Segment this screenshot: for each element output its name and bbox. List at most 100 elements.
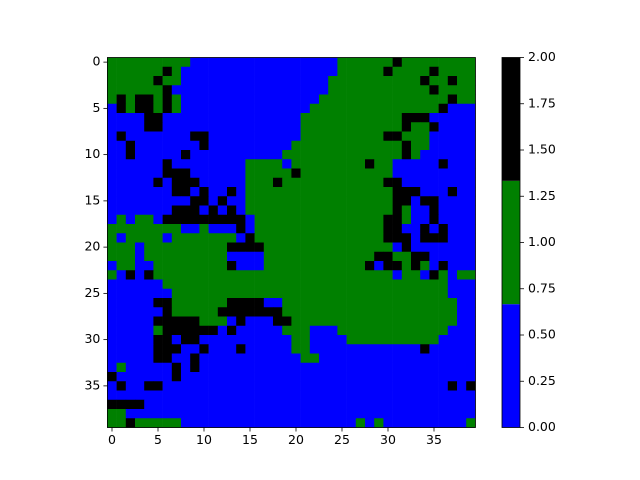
cell [125, 205, 136, 216]
cell [411, 307, 421, 317]
cell [365, 270, 375, 280]
cell [365, 168, 375, 179]
cell [263, 344, 274, 354]
cell [309, 150, 320, 160]
cell [383, 150, 393, 160]
cell [162, 113, 173, 123]
cell [144, 344, 154, 354]
cell [346, 122, 357, 132]
cell [144, 353, 154, 364]
cell [181, 159, 191, 169]
cell [208, 251, 219, 262]
cell [328, 279, 338, 290]
cell [254, 140, 265, 151]
cell [346, 288, 357, 299]
cell [411, 150, 421, 160]
cell [411, 251, 421, 262]
cell [217, 372, 228, 382]
cell [411, 344, 421, 354]
cell [273, 270, 283, 280]
cell [282, 177, 292, 188]
cell [355, 242, 366, 253]
cell [457, 177, 467, 188]
cell [374, 279, 384, 290]
cell [309, 224, 320, 234]
cell [401, 122, 412, 132]
cell [319, 94, 329, 105]
cell [411, 242, 421, 253]
cell [199, 372, 209, 382]
cell [374, 307, 384, 317]
cell [254, 103, 265, 114]
cell [438, 288, 449, 299]
cell [181, 103, 191, 114]
cell [144, 150, 154, 160]
cell [273, 353, 283, 364]
cell [438, 214, 449, 225]
cell [392, 316, 403, 327]
cell [273, 307, 283, 317]
cell [291, 196, 301, 206]
cell [429, 85, 439, 95]
cell [365, 325, 375, 336]
cell [447, 409, 458, 419]
cell [162, 251, 173, 262]
cell [144, 66, 154, 77]
cell [181, 353, 191, 364]
cell [392, 57, 403, 68]
cell [171, 399, 182, 410]
cell [401, 177, 412, 188]
cell [466, 270, 476, 280]
cell [466, 103, 476, 114]
cell [254, 270, 265, 280]
cell [365, 288, 375, 299]
cell [337, 66, 347, 77]
cell [346, 261, 357, 271]
x-tick-label: 20 [288, 432, 304, 447]
cell [190, 409, 200, 419]
cell [355, 57, 366, 68]
cell [337, 307, 347, 317]
cell [199, 122, 209, 132]
cell [107, 122, 117, 132]
cell [254, 298, 265, 308]
cell [217, 381, 228, 391]
cell [447, 66, 458, 77]
cell [208, 85, 219, 95]
cell [282, 159, 292, 169]
cell [263, 390, 274, 401]
cell [236, 214, 246, 225]
cell [208, 279, 219, 290]
cell [383, 205, 393, 216]
cell [245, 279, 255, 290]
cell [190, 261, 200, 271]
cell [346, 316, 357, 327]
cell [282, 122, 292, 132]
cell [429, 150, 439, 160]
cell [282, 187, 292, 197]
cell [273, 298, 283, 308]
cell [227, 196, 237, 206]
cell [273, 233, 283, 243]
cell [153, 362, 163, 373]
cell [217, 168, 228, 179]
cell [346, 298, 357, 308]
cell [153, 177, 163, 188]
cell [273, 76, 283, 86]
cell [438, 372, 449, 382]
cell [254, 214, 265, 225]
cell [171, 270, 182, 280]
cell [300, 390, 311, 401]
cell [420, 353, 430, 364]
cell [355, 94, 366, 105]
cell [107, 399, 117, 410]
cell [383, 344, 393, 354]
cell [190, 113, 200, 123]
cell [181, 325, 191, 336]
cell [420, 205, 430, 216]
cell [227, 76, 237, 86]
cell [300, 94, 311, 105]
cell [208, 381, 219, 391]
cell [457, 288, 467, 299]
cell [309, 325, 320, 336]
